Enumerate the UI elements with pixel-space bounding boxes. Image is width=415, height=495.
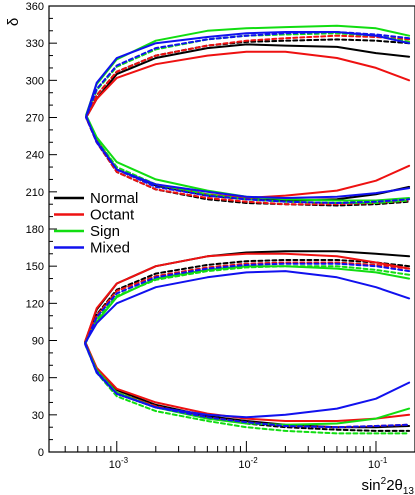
y-tick-label: 60	[32, 373, 44, 385]
y-tick-label: 30	[32, 410, 44, 422]
series-line-sign-solid-12	[84, 265, 411, 426]
y-tick-label: 180	[26, 224, 44, 236]
series-line-normal-dashed-9	[84, 259, 411, 432]
x-tick-label: 10-2	[238, 456, 258, 471]
x-axis-title-sup: 2	[381, 476, 387, 487]
x-axis-title: sin22θ13	[361, 476, 414, 495]
series-line-octant-dashed-3	[85, 34, 411, 206]
x-tick-labels: 10-3 10-2 10-1	[109, 456, 388, 471]
y-tick-labels: 0 30 60 90 120 150 180 210 240 270 300 330 360	[26, 1, 44, 459]
series-line-normal-solid-8	[84, 250, 411, 429]
y-tick-label: 330	[26, 38, 44, 50]
y-tick-label: 90	[32, 336, 44, 348]
legend-label-sign: Sign	[90, 223, 120, 240]
x-axis-title-main: sin	[361, 477, 380, 494]
axis-ticks	[48, 5, 415, 453]
y-tick-label: 360	[26, 1, 44, 13]
y-tick-label: 150	[26, 261, 44, 273]
legend-label-mixed: Mixed	[90, 240, 130, 257]
y-tick-label: 210	[26, 187, 44, 199]
x-tick-label: 10-1	[368, 456, 388, 471]
x-tick-label: 10-3	[109, 456, 129, 471]
series-line-mixed-dashed-15	[84, 262, 411, 429]
y-tick-label: 270	[26, 113, 44, 125]
series-line-sign-dashed-13	[84, 265, 411, 435]
x-axis-title-tail: 2θ	[386, 477, 403, 494]
y-tick-label: 0	[38, 447, 44, 459]
y-tick-label: 240	[26, 150, 44, 162]
x-axis-title-sub: 13	[403, 486, 415, 495]
legend-label-normal: Normal	[90, 190, 138, 207]
y-tick-label: 300	[26, 75, 44, 87]
curve-group	[84, 24, 411, 435]
y-axis-title: δ	[5, 18, 22, 26]
y-tick-label: 120	[26, 298, 44, 310]
series-line-mixed-dashed-7	[85, 31, 411, 204]
legend-label-octant: Octant	[90, 207, 135, 224]
